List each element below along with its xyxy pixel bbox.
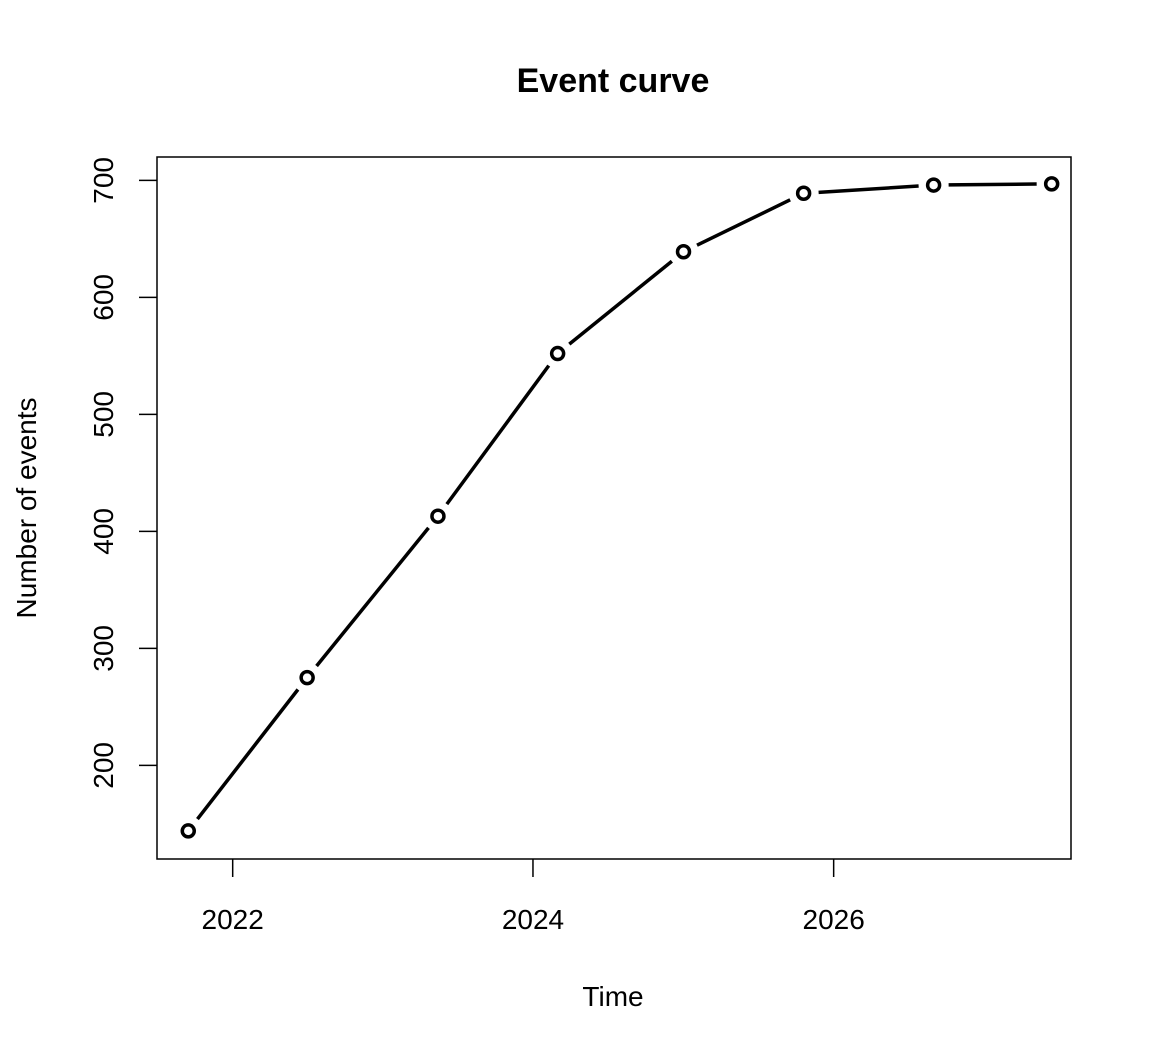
y-tick-label: 500 [88, 391, 119, 438]
data-point [795, 185, 812, 202]
data-point [430, 508, 446, 524]
y-axis-label: Number of events [11, 398, 42, 619]
x-tick-label: 2022 [202, 904, 264, 935]
line-segment [696, 198, 791, 247]
y-tick-label: 600 [88, 274, 119, 321]
x-axis: 2022 2024 2026 [202, 859, 865, 935]
data-point [299, 669, 315, 686]
y-tick-label: 400 [88, 508, 119, 555]
chart-title: Event curve [517, 62, 710, 100]
y-tick-label: 300 [88, 625, 119, 672]
x-tick-label: 2024 [502, 904, 564, 935]
data-point [180, 823, 197, 839]
y-tick-label: 200 [88, 742, 119, 789]
line-segment [818, 184, 919, 195]
line-segment [948, 182, 1037, 187]
plot-frame [156, 156, 1072, 860]
y-axis: 200 300 400 500 600 700 [88, 157, 157, 789]
line-segment [315, 526, 430, 668]
series-points [180, 176, 1060, 839]
data-point [675, 244, 692, 260]
x-axis-label: Time [582, 981, 643, 1012]
data-point [1043, 176, 1060, 192]
series-line-segments [196, 182, 1037, 821]
x-tick-label: 2026 [803, 904, 865, 935]
line-segment [196, 688, 300, 821]
line-segment [568, 259, 673, 346]
data-point [925, 177, 942, 193]
line-segment [445, 364, 551, 506]
data-point [549, 345, 566, 362]
y-tick-label: 700 [88, 157, 119, 204]
